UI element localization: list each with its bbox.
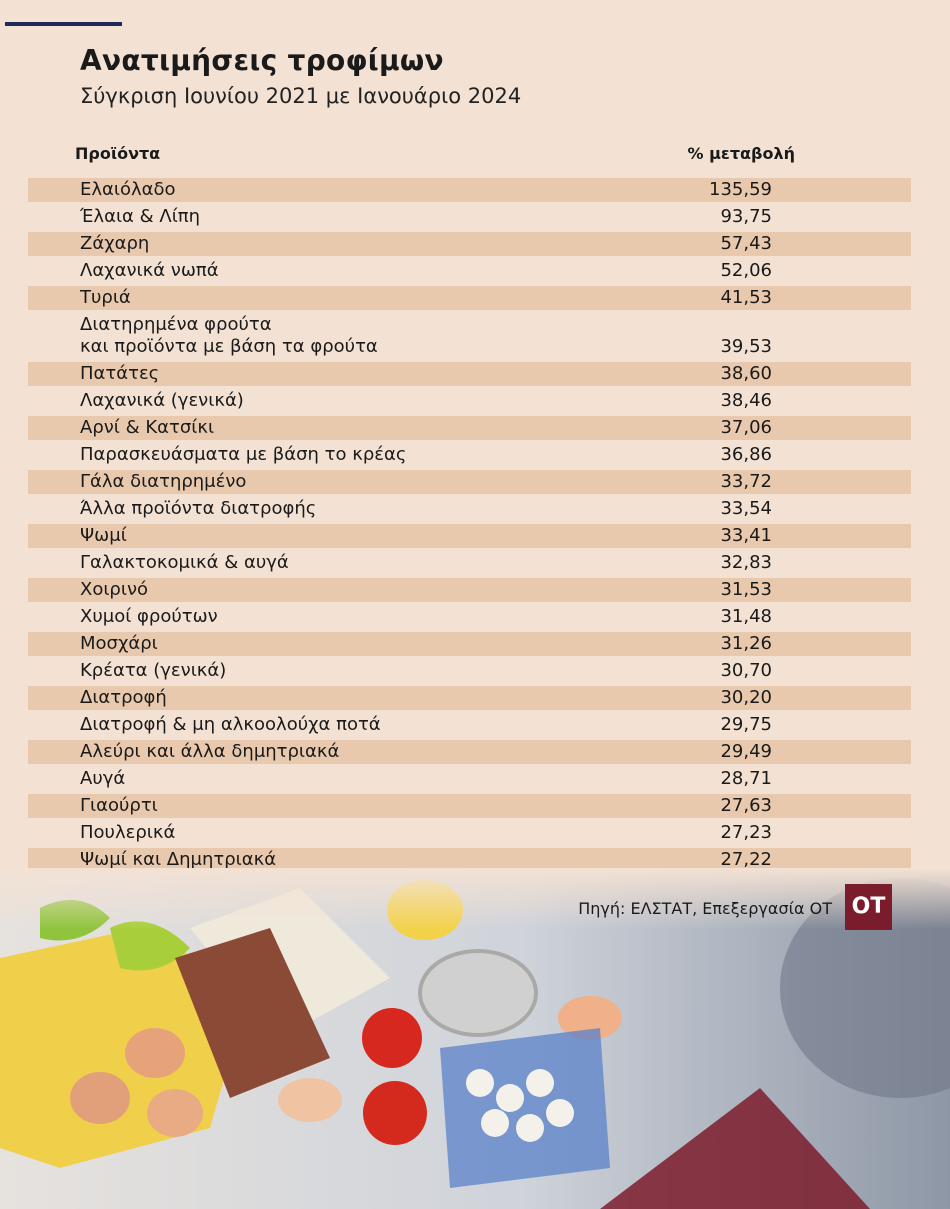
row-label: Γάλα διατηρημένο <box>80 471 247 492</box>
row-value: 31,48 <box>720 606 772 627</box>
row-label: Αυγά <box>80 768 126 789</box>
row-value: 31,26 <box>720 633 772 654</box>
row-value: 27,22 <box>720 849 772 870</box>
row-value: 31,53 <box>720 579 772 600</box>
food-photo <box>0 868 950 1209</box>
row-band <box>28 416 911 440</box>
row-value: 36,86 <box>720 444 772 465</box>
row-label: Μοσχάρι <box>80 633 158 654</box>
row-value: 135,59 <box>709 179 772 200</box>
row-label: Διατροφή <box>80 687 167 708</box>
row-value: 38,46 <box>720 390 772 411</box>
row-label: Άλλα προϊόντα διατροφής <box>80 498 317 519</box>
row-value: 33,54 <box>720 498 772 519</box>
subtitle: Σύγκριση Ιουνίου 2021 με Ιανουάριο 2024 <box>80 84 522 108</box>
row-value: 27,63 <box>720 795 772 816</box>
row-label: Αρνί & Κατσίκι <box>80 417 215 438</box>
row-band <box>28 470 911 494</box>
row-label: Τυριά <box>80 287 131 308</box>
row-label: Ψωμί και Δημητριακά <box>80 849 277 870</box>
row-value: 93,75 <box>720 206 772 227</box>
row-band <box>28 524 911 548</box>
row-value: 28,71 <box>720 768 772 789</box>
row-label: Πατάτες <box>80 363 160 384</box>
row-value: 33,72 <box>720 471 772 492</box>
row-value: 27,23 <box>720 822 772 843</box>
row-label: Λαχανικά (γενικά) <box>80 390 244 411</box>
column-header: Προϊόντα <box>75 144 161 163</box>
row-band <box>28 740 911 764</box>
row-label: Αλεύρι και άλλα δημητριακά <box>80 741 340 762</box>
row-label: Χοιρινό <box>80 579 149 600</box>
row-value: 41,53 <box>720 287 772 308</box>
row-label: Ψωμί <box>80 525 127 546</box>
row-label: Γαλακτοκομικά & αυγά <box>80 552 289 573</box>
row-label: Γιαούρτι <box>80 795 158 816</box>
row-value: 33,41 <box>720 525 772 546</box>
row-label: Πουλερικά <box>80 822 176 843</box>
row-value: 29,75 <box>720 714 772 735</box>
row-value: 32,83 <box>720 552 772 573</box>
row-value: 39,53 <box>720 336 772 357</box>
row-band <box>28 578 911 602</box>
row-label: Έλαια & Λίπη <box>80 206 201 227</box>
logo: ΟΤ <box>845 884 892 930</box>
row-label: Ζάχαρη <box>80 233 150 254</box>
row-band <box>28 362 911 386</box>
row-label: Χυμοί φρούτων <box>80 606 218 627</box>
row-band <box>28 232 911 256</box>
row-label: Λαχανικά νωπά <box>80 260 219 281</box>
row-band <box>28 686 911 710</box>
row-band <box>28 632 911 656</box>
column-header: % μεταβολή <box>687 144 795 163</box>
row-label: Κρέατα (γενικά) <box>80 660 227 681</box>
row-label: Διατηρημένα φρούτα <box>80 314 272 335</box>
row-value: 57,43 <box>720 233 772 254</box>
row-label: Ελαιόλαδο <box>80 179 176 200</box>
accent-bar <box>5 22 122 26</box>
row-band <box>28 794 911 818</box>
row-label: Διατροφή & μη αλκοολούχα ποτά <box>80 714 381 735</box>
row-value: 30,70 <box>720 660 772 681</box>
row-label: Παρασκευάσματα με βάση το κρέας <box>80 444 407 465</box>
row-band <box>28 178 911 202</box>
row-band <box>28 286 911 310</box>
row-value: 52,06 <box>720 260 772 281</box>
row-value: 29,49 <box>720 741 772 762</box>
row-value: 30,20 <box>720 687 772 708</box>
row-value: 38,60 <box>720 363 772 384</box>
title: Ανατιμήσεις τροφίμων <box>80 44 444 77</box>
row-value: 37,06 <box>720 417 772 438</box>
source: Πηγή: ΕΛΣΤΑΤ, Επεξεργασία ΟΤ <box>578 899 832 918</box>
row-label: και προϊόντα με βάση τα φρούτα <box>80 336 378 357</box>
